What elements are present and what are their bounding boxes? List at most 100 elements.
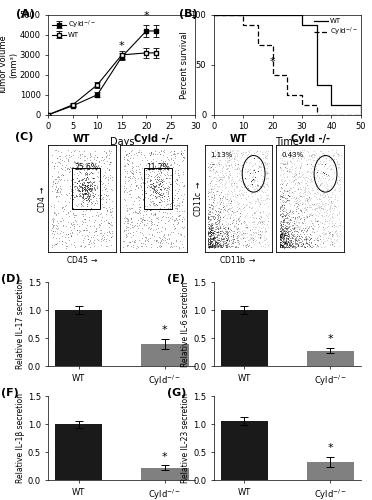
Point [227,220,232,228]
Point [220,234,226,242]
Point [90,232,96,239]
Point [59,236,65,244]
Point [207,230,213,237]
Point [292,240,298,248]
Point [281,230,287,238]
Point [147,201,153,209]
Point [139,215,145,223]
Point [165,213,171,221]
Point [160,164,166,172]
Point [64,191,70,199]
Point [279,238,285,246]
Point [87,222,93,230]
Point [314,226,320,234]
Point [89,186,95,194]
Point [305,187,311,195]
Point [285,146,291,154]
Point [227,244,232,252]
Cyld$^{-/-}$ [256,42,260,48]
Point [163,201,169,209]
Point [125,204,131,212]
Point [87,178,93,186]
Point [292,232,298,240]
Point [228,202,234,209]
Point [92,147,98,155]
Point [217,200,222,208]
Point [237,167,243,175]
Point [292,242,298,250]
Point [48,226,54,234]
Point [248,150,254,158]
Title: WT: WT [73,134,91,144]
Point [54,154,60,162]
Point [328,164,334,172]
Point [211,231,217,239]
Point [316,210,322,218]
Point [121,154,126,162]
Point [298,242,304,250]
Point [51,209,57,217]
Point [220,192,226,200]
Point [279,241,285,249]
Point [91,178,97,186]
Point [224,242,230,250]
Point [259,216,264,224]
Point [238,230,244,238]
Point [208,239,214,247]
Point [166,164,172,172]
Point [286,192,292,200]
Point [321,212,327,220]
Point [298,156,304,164]
Point [160,148,166,156]
Point [322,160,328,168]
Point [129,222,135,230]
Point [167,148,173,156]
Point [207,241,213,249]
Point [300,148,306,156]
Point [214,212,220,220]
Point [222,239,228,247]
Point [304,194,310,202]
Point [153,171,158,179]
Point [281,215,287,223]
Point [285,235,291,243]
Point [106,160,112,168]
Point [278,184,283,192]
Point [158,175,164,183]
Point [56,236,62,244]
Point [151,173,157,181]
Point [264,168,270,176]
Point [225,161,231,169]
Point [166,178,171,186]
Point [214,239,220,247]
Point [164,168,170,176]
Point [132,208,138,216]
Point [218,205,224,213]
Point [152,209,158,217]
Point [96,158,102,166]
Point [208,185,214,193]
Point [86,240,92,248]
Point [279,180,285,188]
Point [283,228,289,235]
Point [75,200,81,208]
Point [277,233,283,241]
Point [318,180,324,188]
Point [284,218,290,226]
Point [211,234,217,242]
Text: *: * [162,452,168,462]
Point [333,194,339,202]
Point [153,194,158,202]
Point [212,206,218,214]
Point [167,174,173,182]
Point [336,232,342,240]
Point [283,238,289,246]
Point [71,182,77,190]
Point [234,238,240,246]
Point [264,186,270,194]
Point [279,146,285,154]
Point [171,150,177,158]
Point [231,228,237,235]
Point [322,168,328,176]
Point [224,242,230,250]
